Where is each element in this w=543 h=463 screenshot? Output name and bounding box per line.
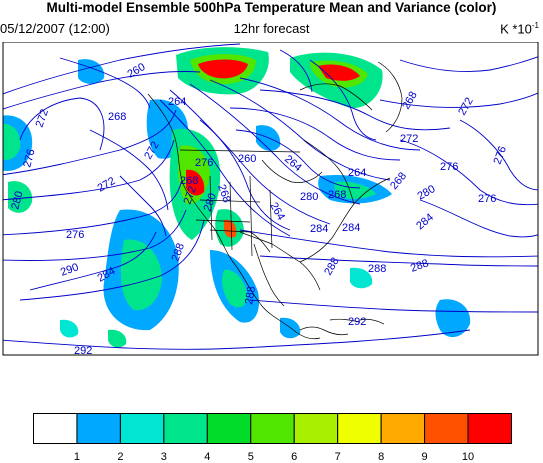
colorbar-label: 6: [291, 451, 298, 463]
contour-label: 280: [202, 192, 220, 213]
colorbar-label: 5: [247, 451, 254, 463]
contour-label: 268: [328, 189, 346, 201]
contour-label: 288: [368, 263, 386, 275]
contour-label: 292: [74, 345, 92, 357]
colorbar: [33, 413, 512, 444]
colorbar-label: 9: [421, 451, 428, 463]
colorbar-box: [380, 413, 426, 444]
map-title: Multi-model Ensemble 500hPa Temperature …: [46, 0, 497, 15]
contour-label: 264: [168, 96, 186, 108]
colorbar-label: 1: [73, 451, 81, 463]
variance-shading: [3, 47, 471, 348]
contour-label: 280: [300, 191, 318, 203]
contour-label: 268: [180, 175, 198, 187]
colorbar-box: [163, 413, 208, 444]
contour-label: 276: [492, 145, 510, 166]
contour-label: 284: [310, 223, 328, 235]
colorbar-box: [33, 413, 78, 444]
contour-label: 284: [342, 222, 360, 234]
colorbar-label: 2: [117, 451, 124, 463]
colorbar-label: 8: [378, 451, 385, 463]
contour-label: 288: [170, 242, 188, 263]
colorbar-label: 7: [334, 451, 341, 463]
contour-label: 268: [215, 183, 233, 204]
colorbar-label: 10: [461, 451, 475, 463]
contour-label: 272: [182, 185, 200, 206]
units-text: K *10: [500, 21, 532, 37]
coastlines: [147, 61, 403, 340]
contour-label: 276: [66, 229, 84, 241]
colorbar-label: 4: [204, 451, 211, 463]
contour-label: 268: [108, 111, 126, 123]
colorbar-box: [76, 413, 121, 444]
colorbar-box: [337, 413, 382, 444]
contour-label: 288: [243, 285, 258, 305]
colorbar-box: [250, 413, 295, 444]
map-frame: [2, 42, 539, 356]
colorbar-box: [119, 413, 165, 444]
contour-label: 260: [238, 153, 256, 165]
contour-label: 276: [440, 161, 458, 173]
contour-label: 264: [348, 167, 366, 179]
forecast-hour: 12hr forecast: [233, 21, 310, 36]
contour-label: 276: [195, 157, 213, 169]
contour-label: 288: [409, 257, 430, 275]
colorbar-label: 3: [160, 451, 167, 463]
valid-datetime: 05/12/2007 (12:00): [0, 21, 110, 36]
contour-label: 290: [59, 261, 80, 279]
contour-label: 272: [34, 108, 52, 129]
contour-label: 272: [400, 133, 418, 145]
map-panel: 260 264 268 268 272 272 276 276 276 280 …: [2, 42, 539, 360]
units-exponent: -1: [531, 21, 539, 30]
colorbar-box: [467, 413, 512, 444]
units-label: K *10-1: [500, 21, 539, 36]
contour-label: 292: [228, 353, 246, 360]
colorbar-box: [424, 413, 469, 444]
contour-label: 292: [348, 316, 366, 328]
contour-label: 276: [478, 193, 496, 205]
colorbar-boxes: [33, 413, 512, 444]
colorbar-box: [293, 413, 339, 444]
contour-label: 276: [21, 148, 37, 169]
temperature-contours: [3, 43, 538, 350]
colorbar-box: [206, 413, 252, 444]
contour-label: 280: [9, 190, 25, 211]
